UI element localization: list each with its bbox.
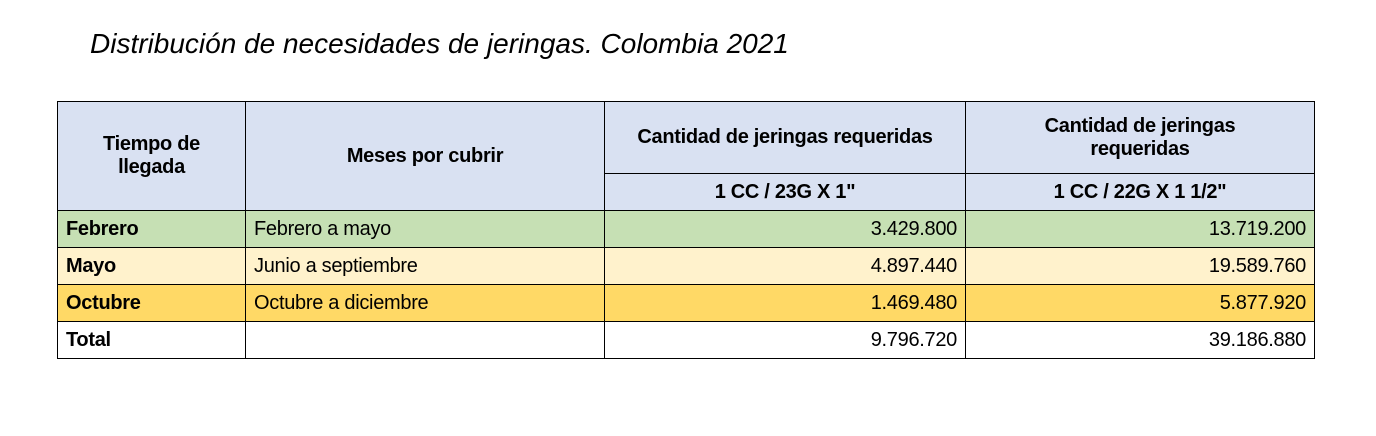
cell: 5.877.920: [965, 284, 1315, 322]
cell: 1.469.480: [604, 284, 966, 322]
header-text: Cantidad de jeringas requeridas: [1044, 114, 1236, 160]
cell: Octubre a diciembre: [245, 284, 605, 322]
cell: Junio a septiembre: [245, 247, 605, 285]
row: Mayo Junio a septiembre 4.897.440 19.589…: [57, 247, 1315, 285]
cell: [245, 321, 605, 359]
cell: 9.796.720: [604, 321, 966, 359]
cell: 4.897.440: [604, 247, 966, 285]
row: Febrero Febrero a mayo 3.429.800 13.719.…: [57, 210, 1315, 248]
cell: Febrero a mayo: [245, 210, 605, 248]
header-text: Tiempo de llegada: [103, 133, 200, 178]
cell: Octubre: [57, 284, 246, 322]
cell: Total: [57, 321, 246, 359]
subheader-row: 1 CC / 23G X 1" 1 CC / 22G X 1 1/2": [58, 173, 1315, 211]
cell: 3.429.800: [604, 210, 966, 248]
row: Octubre Octubre a diciembre 1.469.480 5.…: [57, 284, 1315, 322]
cell: Mayo: [57, 247, 246, 285]
header-cell: Tiempo de llegada: [57, 101, 246, 211]
header-cell: 1 CC / 23G X 1": [604, 173, 966, 211]
header-cell: Cantidad de jeringas requeridas: [965, 101, 1315, 174]
cell: 39.186.880: [965, 321, 1315, 359]
syringe-table: Tiempo de llegada Meses por cubrir Canti…: [57, 101, 1315, 359]
cell: 13.719.200: [965, 210, 1315, 248]
header-row: Tiempo de llegada Meses por cubrir Canti…: [57, 101, 1315, 211]
cell: 19.589.760: [965, 247, 1315, 285]
title: Distribución de necesidades de jeringas.…: [90, 28, 789, 59]
header-cell: Cantidad de jeringas requeridas: [604, 101, 966, 174]
header-cell: 1 CC / 22G X 1 1/2": [965, 173, 1315, 211]
header-cell: Meses por cubrir: [245, 101, 605, 211]
cell: Febrero: [57, 210, 246, 248]
total-row: Total 9.796.720 39.186.880: [57, 321, 1315, 359]
